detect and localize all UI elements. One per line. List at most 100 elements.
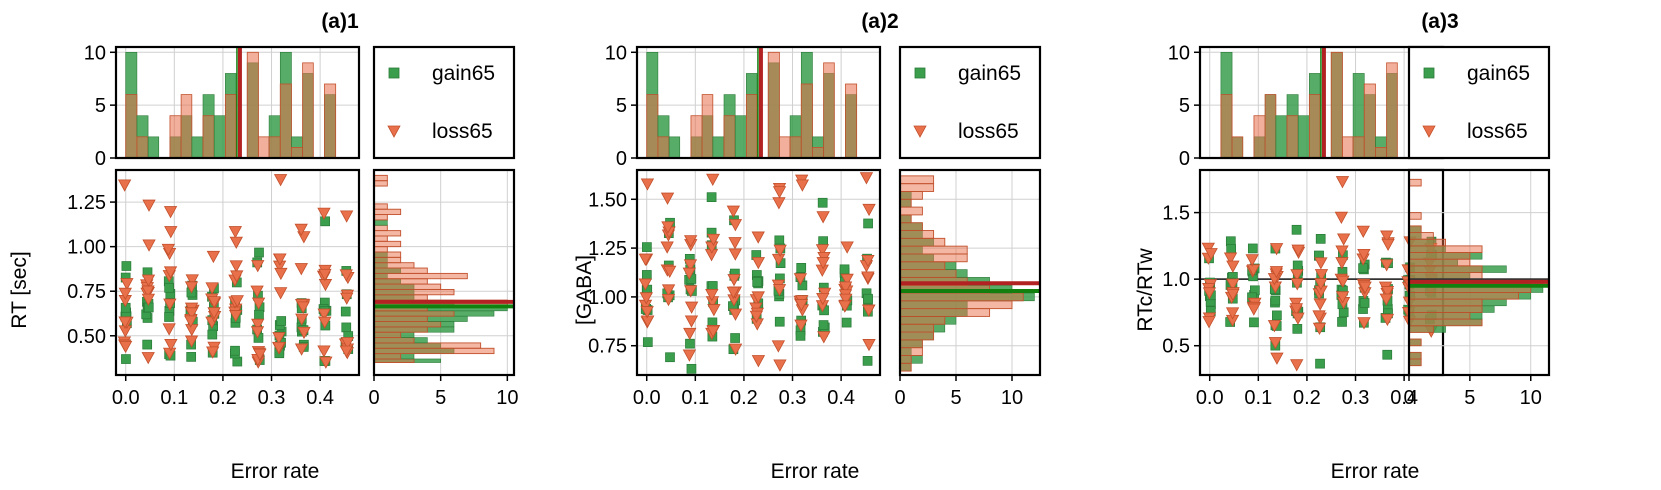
panel-3-top-ytick-label: 5: [1179, 95, 1190, 117]
panel-2-rh-loss-bar: [899, 222, 923, 231]
panel-2-top-gain-bar: [734, 115, 747, 159]
panel-3-rh-loss-bar: [1408, 305, 1483, 313]
panel-3-loss-point: [1270, 352, 1284, 365]
panel-2-loss-point: [840, 241, 854, 254]
panel-1-legend: gain65 loss65: [372, 45, 516, 160]
panel-1-loss-point: [141, 352, 155, 365]
panel-1-gain-point: [142, 339, 153, 350]
panel-3-gain-point: [1249, 317, 1259, 328]
panel-2-loss-point: [795, 179, 810, 192]
panel-2-rh-loss-bar: [899, 323, 935, 333]
panel-1-loss-point: [272, 332, 286, 345]
panel-1-loss-point: [228, 226, 243, 239]
panel-1-rh-loss-bar: [373, 353, 402, 360]
panel-1-loss-point: [229, 310, 243, 323]
panel-2-gain-point: [841, 317, 852, 328]
panel-3-gain-point: [1337, 317, 1347, 327]
panel-1-right-hist: 0 5 10: [368, 168, 518, 409]
panel-1-ytick-label: 0.75: [67, 281, 106, 303]
panel-1-top-ytick-label: 5: [95, 95, 106, 117]
panel-1-rh-loss-bar: [373, 214, 388, 221]
panel-2-loss-point: [728, 248, 742, 261]
panel-1-loss-point: [161, 243, 176, 257]
panel-2-top-frame: [635, 45, 882, 160]
panel-1-loss-point: [339, 210, 354, 223]
panel-1-loss-point: [318, 268, 332, 282]
panel-2-loss-point: [859, 172, 874, 185]
panel-1-loss-point: [185, 274, 199, 287]
panel-2-loss-point: [751, 257, 766, 270]
panel-1-legend-gain-label: gain65: [432, 62, 495, 85]
panel-1-loss-point: [118, 287, 132, 301]
panel-1-top-loss-bar: [291, 147, 304, 159]
panel-1-rh-loss-bar: [373, 235, 388, 242]
panel-3-top-loss-bar: [1231, 136, 1244, 159]
panel-2-gain-point: [796, 263, 807, 273]
panel-3-top-loss-bar: [1386, 62, 1398, 159]
panel-3-loss-point: [1335, 291, 1350, 304]
panel-1-loss-point: [184, 281, 199, 294]
panel-1-rh-loss-bar: [373, 180, 388, 187]
panel-1-scatter: 0.50 0.75 1.00 1.25 0.0 0.1 0.2 0.3 0.4: [67, 168, 361, 409]
panel-1-rh-loss-bar: [373, 347, 495, 355]
panel-3-rh-loss-bar: [1408, 338, 1422, 347]
panel-1-loss-point: [274, 267, 288, 281]
panel-1-top-gain-bar: [191, 136, 204, 159]
panel-1-loss-point: [207, 296, 221, 309]
panel-2-loss-point: [793, 273, 808, 286]
panel-3-xtick-label: 0.2: [1293, 387, 1321, 409]
panel-2-loss-point: [661, 221, 675, 234]
panel-2-loss-point: [794, 319, 808, 332]
panel-1-rh-loss-bar: [373, 342, 482, 349]
panel-3-loss-point: [1226, 278, 1240, 291]
panel-1-rh-loss-bar: [373, 278, 428, 285]
panel-3-loss-point: [1314, 257, 1328, 270]
panel-1-top-ytick-label: 0: [95, 148, 106, 170]
panel-3-loss-point: [1336, 275, 1350, 288]
panel-3-rh-loss-bar: [1408, 252, 1471, 260]
panel-1-loss-point: [185, 307, 199, 320]
panel-2-loss-point: [728, 343, 743, 356]
panel-3-rh-xtick-label: 10: [1520, 387, 1542, 409]
panel-1-rh-loss-bar: [373, 272, 468, 280]
panel-3-loss-point: [1380, 313, 1395, 327]
panel-1-rh-loss-bar: [373, 310, 455, 317]
panel-1-gain-point: [230, 345, 240, 356]
panel-2-rh-xtick-label: 5: [950, 387, 961, 409]
panel-3-loss-point: [1204, 248, 1218, 261]
panel-2-gain-point: [686, 363, 697, 374]
panel-1-loss-point: [273, 174, 288, 187]
panel-2-rh-xtick-label: 10: [1001, 387, 1023, 409]
panel-1-loss-point: [319, 356, 333, 369]
panel-2-rh-loss-bar: [899, 347, 923, 356]
panel-1-rh-loss-bar: [373, 262, 415, 269]
panel-1-loss-point: [251, 260, 265, 273]
panel-3-top-loss-bar: [1264, 94, 1277, 159]
panel-3-loss-point: [1335, 176, 1350, 189]
panel-1-loss-point: [164, 339, 178, 352]
panel-2-loss-point: [862, 304, 876, 317]
panel-3-xtick-label: 0.0: [1196, 387, 1224, 409]
panel-3-top-loss-bar: [1308, 94, 1321, 159]
panel-1-xtick-label: 0.0: [112, 387, 140, 409]
panel-3-loss-point: [1223, 252, 1238, 265]
panel-3-rh-loss-bar: [1408, 351, 1422, 360]
panel-2-top-ytick-label: 0: [616, 148, 627, 170]
panel-1-loss-point: [318, 279, 333, 292]
panel-2-rh-loss-bar: [899, 331, 935, 341]
panel-3-xtick-label: 0.1: [1244, 387, 1272, 409]
panel-3-legend-loss-label: loss65: [1467, 120, 1528, 143]
panel-2-loss-point: [838, 300, 852, 313]
panel-2-loss-point: [705, 289, 719, 302]
panel-3-rh-loss-bar: [1408, 178, 1422, 187]
panel-2-ytick-label: 0.75: [588, 336, 627, 358]
panel-2-rh-loss-bar: [899, 183, 935, 192]
panel-2-rh-loss-bar: [899, 308, 991, 317]
panel-2-loss-point: [862, 339, 876, 352]
panel-1-xtick-label: 0.2: [209, 387, 237, 409]
panel-1-gain-point: [186, 352, 197, 362]
panel-3-top-loss-bar: [1286, 115, 1299, 159]
panel-3-legend: gain65 loss65: [1407, 45, 1551, 160]
panel-3-loss-point: [1245, 254, 1259, 267]
panel-3-loss-point: [1269, 266, 1284, 279]
